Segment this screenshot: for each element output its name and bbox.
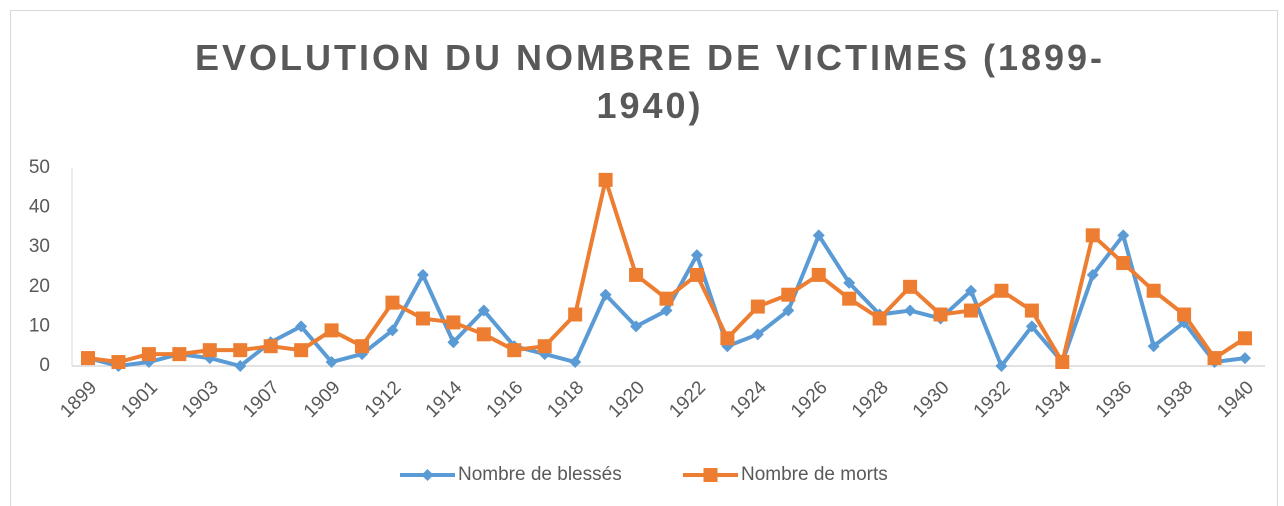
data-point — [811, 267, 826, 282]
data-point — [1238, 331, 1252, 346]
data-point — [415, 311, 430, 326]
data-point — [568, 307, 583, 322]
data-point — [141, 347, 156, 362]
x-tick-label: 1918 — [543, 377, 588, 422]
data-point — [1177, 307, 1192, 322]
data-point — [294, 343, 309, 358]
x-tick-label: 1938 — [1152, 377, 1197, 422]
data-point — [963, 303, 978, 318]
data-point — [1207, 351, 1222, 366]
data-point — [111, 355, 126, 370]
data-point — [1146, 283, 1161, 298]
y-tick-label: 20 — [29, 276, 50, 297]
x-tick-label: 1926 — [787, 377, 832, 422]
data-point — [233, 343, 248, 358]
data-point — [416, 268, 429, 281]
data-point — [569, 356, 582, 369]
data-point — [1025, 320, 1038, 333]
x-tick-label: 1899 — [56, 377, 101, 422]
data-point — [477, 304, 490, 317]
x-tick-label: 1924 — [726, 377, 771, 422]
data-point — [903, 279, 918, 294]
data-point — [842, 291, 857, 306]
data-point — [933, 307, 948, 322]
data-point — [904, 304, 917, 317]
data-point — [202, 343, 217, 358]
data-point — [1239, 352, 1251, 365]
data-point — [659, 291, 674, 306]
data-point — [476, 327, 491, 342]
x-tick-label: 1934 — [1031, 377, 1076, 422]
x-tick-label: 1909 — [300, 377, 345, 422]
x-tick-label: 1932 — [970, 377, 1015, 422]
data-point — [630, 320, 643, 333]
x-tick-label: 1914 — [422, 377, 467, 422]
x-tick-label: 1907 — [239, 377, 284, 422]
data-point — [781, 287, 796, 302]
data-point — [843, 276, 856, 289]
data-point — [782, 304, 795, 317]
data-point — [1117, 229, 1130, 242]
data-point — [81, 351, 95, 366]
data-point — [1147, 340, 1160, 353]
legend-label: Nombre de blessés — [458, 464, 622, 485]
data-point — [599, 288, 612, 301]
data-point — [660, 304, 673, 317]
data-point — [234, 360, 247, 372]
data-point — [1086, 268, 1099, 281]
data-point — [446, 315, 461, 330]
data-point — [295, 320, 308, 333]
x-tick-label: 1922 — [665, 377, 710, 422]
x-tick-label: 1940 — [1213, 377, 1258, 422]
y-tick-label: 50 — [29, 157, 50, 178]
x-tick-label: 1936 — [1092, 377, 1137, 422]
data-point — [690, 249, 703, 262]
x-tick-label: 1916 — [483, 377, 528, 422]
data-point — [720, 331, 735, 346]
data-point — [995, 360, 1008, 372]
data-point — [994, 283, 1009, 298]
y-tick-label: 0 — [39, 355, 50, 376]
data-point — [751, 328, 764, 341]
data-point — [1055, 355, 1070, 370]
chart-title: EVOLUTION DU NOMBRE DE VICTIMES (1899-19… — [194, 37, 1106, 126]
x-tick-label: 1930 — [909, 377, 954, 422]
y-tick-label: 40 — [29, 197, 50, 218]
y-tick-label: 30 — [29, 236, 50, 257]
data-point — [172, 347, 187, 362]
data-point — [812, 229, 825, 242]
data-point — [537, 339, 552, 354]
legend-label: Nombre de morts — [741, 464, 888, 485]
data-point — [385, 295, 400, 310]
legend-marker — [703, 468, 718, 482]
data-point — [355, 339, 370, 354]
data-point — [629, 267, 644, 282]
x-tick-label: 1912 — [361, 377, 406, 422]
data-point — [1024, 303, 1039, 318]
x-tick-label: 1903 — [178, 377, 223, 422]
data-point — [872, 311, 887, 326]
x-tick-label: 1920 — [604, 377, 649, 422]
x-tick-label: 1901 — [117, 377, 162, 422]
chart-frame — [10, 10, 1278, 506]
data-point — [598, 172, 613, 187]
data-point — [386, 324, 399, 337]
x-tick-label: 1928 — [848, 377, 893, 422]
data-point — [689, 267, 704, 282]
data-point — [325, 356, 338, 369]
y-tick-label: 10 — [29, 315, 50, 336]
data-point — [964, 284, 977, 297]
data-point — [507, 343, 522, 358]
data-point — [1085, 228, 1100, 243]
data-point — [447, 336, 460, 349]
data-point — [263, 339, 278, 354]
data-point — [324, 323, 339, 338]
data-point — [1116, 256, 1131, 271]
legend-marker — [421, 469, 434, 481]
data-point — [750, 299, 765, 314]
